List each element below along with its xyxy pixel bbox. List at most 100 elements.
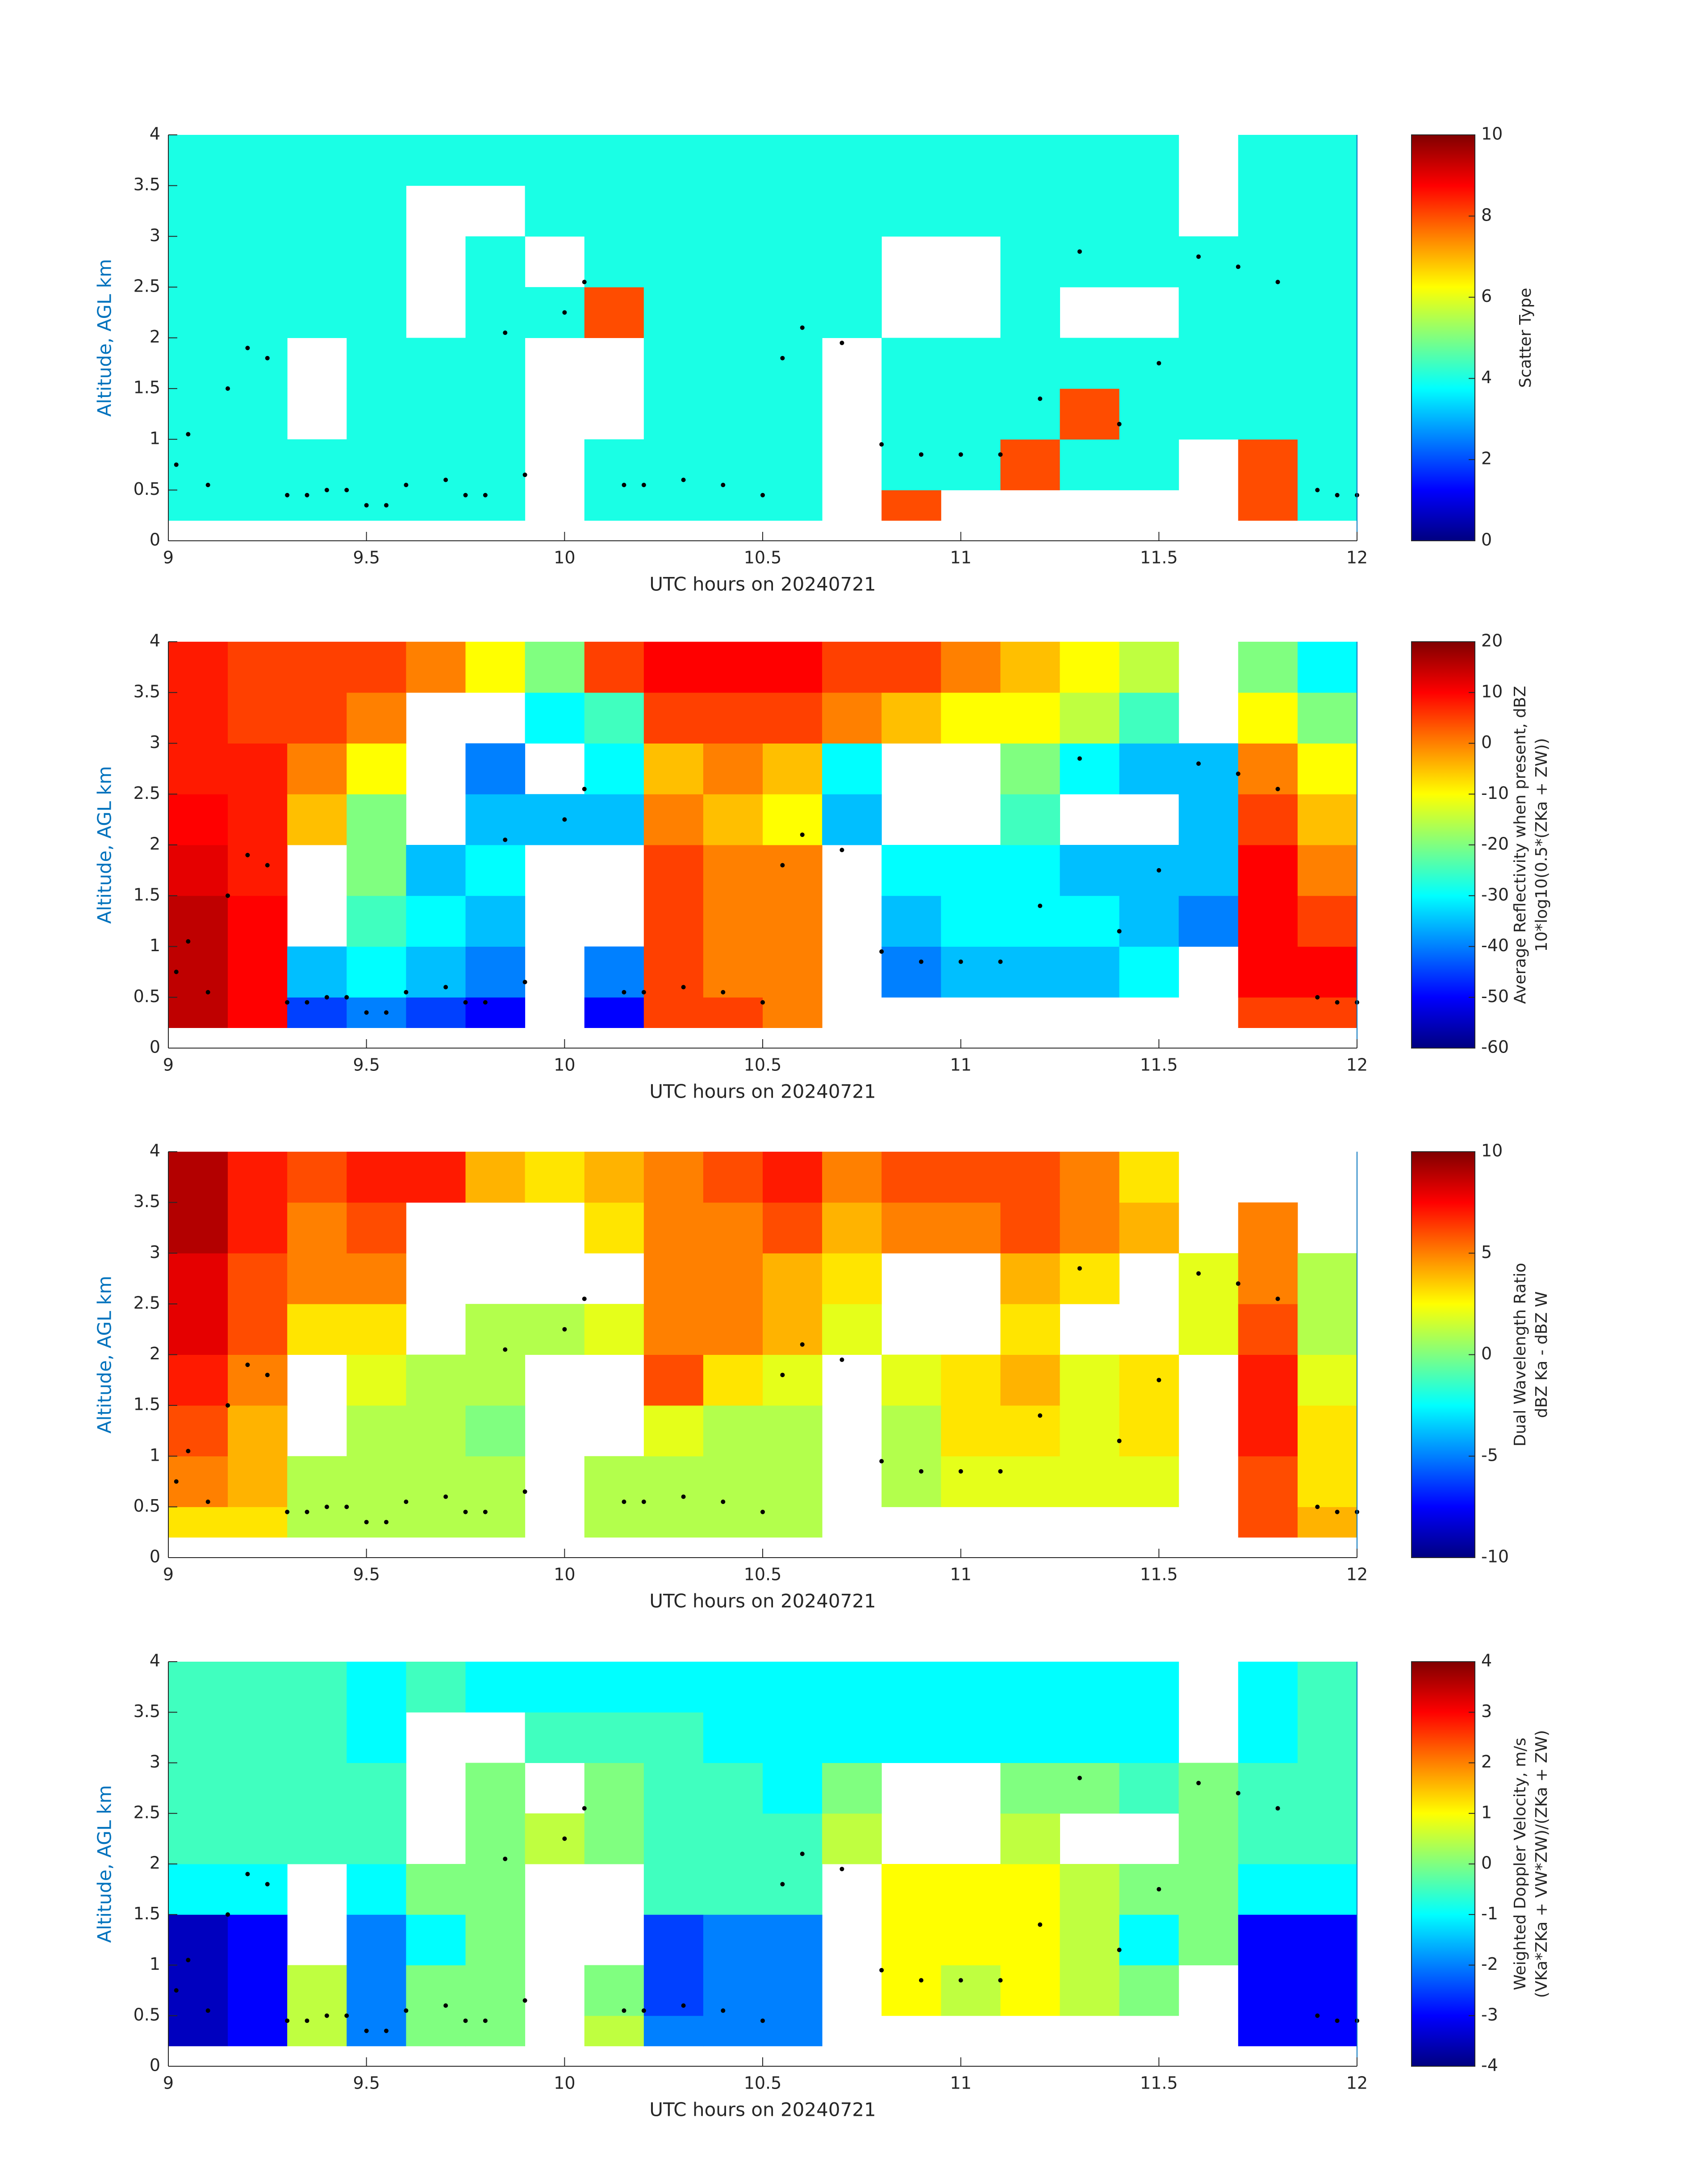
heatmap-cell	[465, 1152, 526, 1203]
marker-dot	[681, 477, 686, 482]
heatmap-cell	[1000, 1965, 1060, 2016]
heatmap-cell	[1000, 1354, 1060, 1406]
heatmap-cell	[584, 2015, 644, 2047]
heatmap-cell	[643, 1253, 704, 1304]
heatmap-cell	[406, 1456, 466, 1507]
y-tick-label: 2	[150, 1344, 160, 1363]
y-tick-label: 1	[150, 936, 160, 955]
heatmap-cell	[347, 1763, 406, 1814]
heatmap-cell	[584, 287, 644, 338]
heatmap-cell	[287, 946, 347, 998]
y-tick-label: 3.5	[134, 1701, 160, 1721]
heatmap-cell	[347, 1507, 406, 1538]
heatmap-cell	[822, 1662, 882, 1713]
heatmap-cell	[643, 692, 704, 744]
x-tick-label: 9.5	[353, 2073, 380, 2093]
y-tick-label: 4	[150, 1141, 160, 1161]
heatmap-cell	[406, 1507, 466, 1538]
marker-dot	[344, 2013, 349, 2018]
heatmap-cell	[525, 1813, 585, 1864]
heatmap-cell	[347, 1456, 406, 1507]
heatmap-cell	[1297, 946, 1357, 998]
heatmap-cell	[287, 236, 347, 288]
y-tick-label: 0.5	[134, 479, 160, 499]
heatmap-cell	[1000, 236, 1060, 288]
x-axis-label: UTC hours on 20240721	[649, 1590, 876, 1612]
heatmap-cell	[941, 389, 1001, 440]
heatmap-cell	[1238, 1712, 1298, 1763]
marker-dot	[780, 1372, 785, 1377]
x-tick-label: 11	[950, 2073, 971, 2093]
heatmap-cell	[763, 236, 823, 288]
marker-dot	[384, 503, 389, 508]
marker-dot	[681, 1494, 686, 1499]
heatmap-cell	[1238, 1202, 1298, 1254]
heatmap-cell	[1238, 185, 1298, 237]
x-tick-label: 11	[950, 548, 971, 568]
heatmap-cell	[1000, 1253, 1060, 1304]
heatmap-cell	[1297, 389, 1357, 440]
heatmap-cell	[1060, 692, 1120, 744]
marker-dot	[958, 1978, 963, 1983]
x-tick-label: 11	[950, 1565, 971, 1584]
heatmap-cell	[1060, 743, 1120, 794]
heatmap-cell	[1060, 1763, 1120, 1814]
heatmap-cell	[941, 1456, 1001, 1507]
heatmap-cell	[584, 1965, 644, 2016]
marker-dot	[1196, 1271, 1201, 1276]
heatmap-cell	[822, 1202, 882, 1254]
heatmap-cell	[465, 845, 526, 896]
y-axis-label: Altitude, AGL km	[94, 1276, 116, 1433]
heatmap-cell	[941, 895, 1001, 947]
heatmap-cell	[1178, 1253, 1239, 1304]
colorbar-label: 10*log10(0.5*(ZKa + ZW))	[1533, 738, 1551, 952]
x-tick-label: 12	[1346, 2073, 1368, 2093]
heatmap-cell	[1119, 185, 1179, 237]
y-tick-label: 0	[150, 2056, 160, 2075]
marker-dot	[443, 477, 448, 482]
colorbar	[1411, 641, 1475, 1049]
heatmap-cell	[347, 642, 406, 693]
marker-dot	[226, 1912, 230, 1917]
heatmap-cell	[763, 642, 823, 693]
heatmap-cell	[465, 794, 526, 845]
marker-dot	[839, 1867, 844, 1872]
heatmap-cell	[1000, 1864, 1060, 1915]
heatmap-cell	[1178, 389, 1239, 440]
heatmap-cell	[1238, 1253, 1298, 1304]
heatmap-cell	[643, 794, 704, 845]
heatmap-cell	[703, 794, 763, 845]
heatmap-cell	[1297, 2015, 1357, 2047]
heatmap-cell	[763, 794, 823, 845]
x-tick-label: 11	[950, 1055, 971, 1075]
heatmap-cell	[763, 287, 823, 338]
heatmap-cell	[1297, 1354, 1357, 1406]
heatmap-cell	[643, 845, 704, 896]
marker-dot	[463, 1000, 468, 1005]
marker-dot	[1236, 1281, 1240, 1286]
heatmap-cell	[763, 439, 823, 490]
marker-dot	[681, 985, 686, 990]
marker-dot	[1275, 1806, 1280, 1811]
marker-dot	[1196, 254, 1201, 259]
y-tick-label: 3.5	[134, 175, 160, 194]
y-tick-label: 1	[150, 1954, 160, 1974]
marker-dot	[760, 2018, 765, 2023]
heatmap-cell	[1238, 997, 1298, 1028]
marker-dot	[364, 2028, 369, 2033]
heatmap-cell	[287, 692, 347, 744]
marker-dot	[1157, 1378, 1161, 1383]
heatmap-cell	[941, 1965, 1001, 2016]
heatmap-cell	[703, 1507, 763, 1538]
y-tick-label: 0	[150, 530, 160, 550]
heatmap-cell	[703, 1405, 763, 1457]
heatmap-cell	[703, 2015, 763, 2047]
heatmap-cell	[1119, 1456, 1179, 1507]
marker-dot	[305, 1509, 309, 1514]
marker-dot	[186, 1449, 191, 1454]
marker-dot	[344, 488, 349, 493]
heatmap-cell	[1060, 338, 1120, 389]
heatmap-cell	[643, 1456, 704, 1507]
y-tick-label: 1	[150, 1445, 160, 1465]
heatmap-cell	[1119, 1202, 1179, 1254]
